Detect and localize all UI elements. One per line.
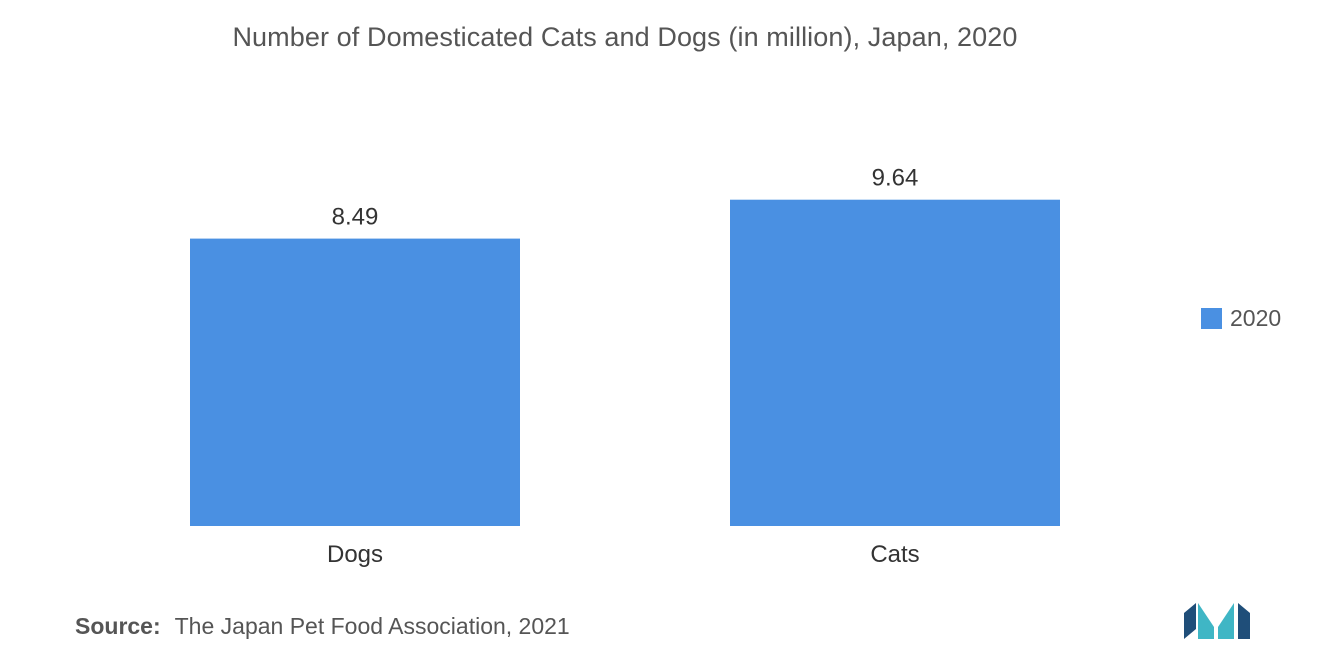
x-tick-label-dogs: Dogs (327, 541, 383, 568)
data-label-dogs: 8.49 (332, 204, 379, 231)
bar-cats (730, 199, 1060, 526)
legend: 2020 (1201, 305, 1281, 332)
mordor-intelligence-logo-icon (1184, 603, 1250, 639)
data-label-cats: 9.64 (872, 165, 919, 192)
x-tick-label-cats: Cats (870, 541, 919, 568)
source-text: The Japan Pet Food Association, 2021 (174, 613, 570, 639)
source-note: Source: The Japan Pet Food Association, … (75, 613, 570, 640)
source-label: Source: (75, 613, 161, 639)
chart-title: Number of Domesticated Cats and Dogs (in… (232, 22, 1018, 52)
legend-label: 2020 (1230, 305, 1282, 331)
legend-swatch-2020 (1201, 308, 1222, 329)
bar-dogs (190, 238, 520, 526)
